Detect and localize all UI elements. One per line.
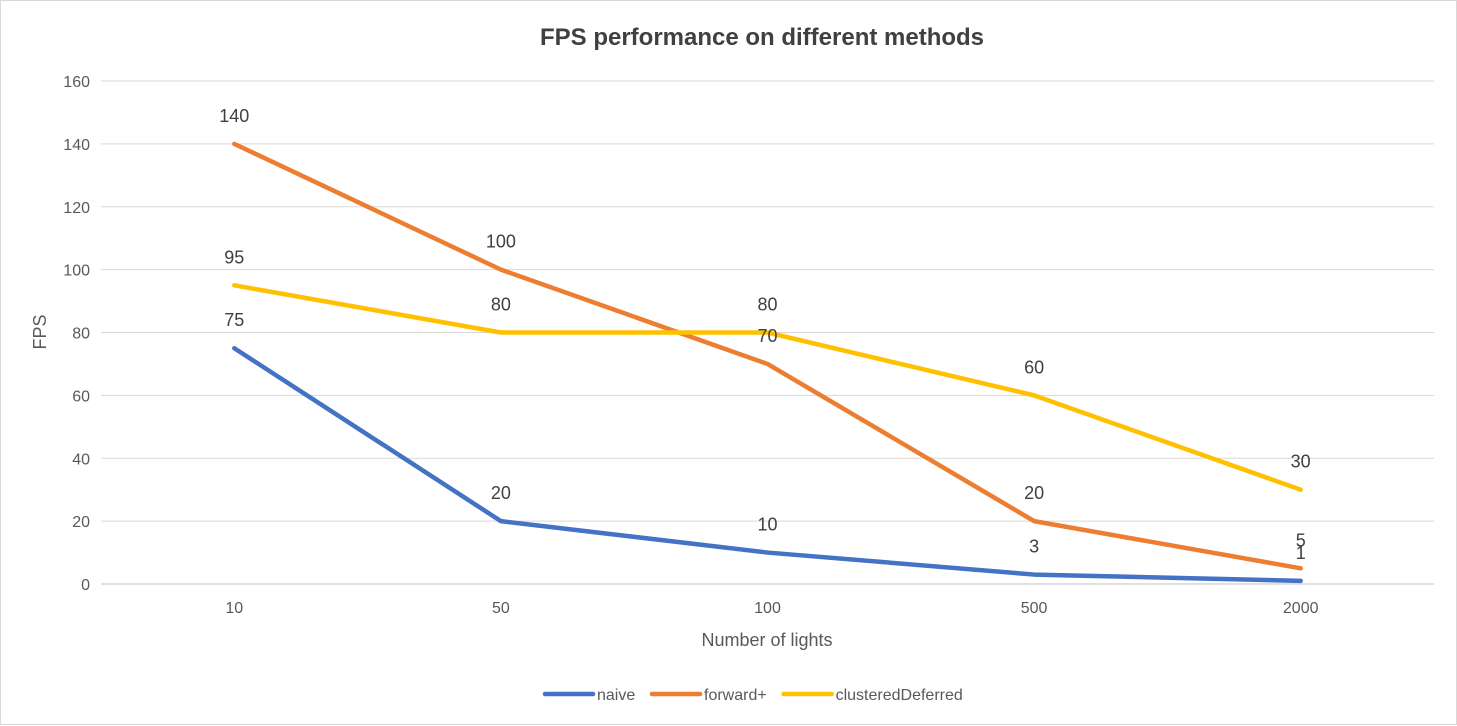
data-label: 20 xyxy=(1024,483,1044,503)
y-tick-label: 20 xyxy=(72,514,90,531)
series-line-clustereddeferred xyxy=(232,283,1303,492)
data-label: 30 xyxy=(1291,452,1311,472)
data-label: 60 xyxy=(1024,357,1044,377)
data-label: 100 xyxy=(486,232,516,252)
data-label: 10 xyxy=(757,515,777,535)
data-label: 140 xyxy=(219,106,249,126)
y-tick-label: 140 xyxy=(63,137,90,154)
x-axis-title: Number of lights xyxy=(701,630,832,650)
x-tick-label: 10 xyxy=(225,600,243,617)
data-label: 95 xyxy=(224,247,244,267)
data-label: 3 xyxy=(1029,537,1039,557)
data-label: 20 xyxy=(491,483,511,503)
legend: naive forward+ clusteredDeferred xyxy=(542,687,963,704)
series-lines xyxy=(232,141,1303,584)
legend-label: naive xyxy=(597,687,635,704)
x-tick-label: 100 xyxy=(754,600,781,617)
data-label: 75 xyxy=(224,310,244,330)
x-tick-label: 500 xyxy=(1021,600,1048,617)
y-axis-title: FPS xyxy=(30,314,50,349)
y-axis-ticks: 0 20 40 60 80 100 120 140 160 xyxy=(63,74,90,594)
y-tick-label: 60 xyxy=(72,388,90,405)
y-tick-label: 120 xyxy=(63,200,90,217)
series-line-naive xyxy=(232,345,1303,584)
y-tick-label: 0 xyxy=(81,577,90,594)
series-line-forward- xyxy=(232,141,1303,571)
legend-label: forward+ xyxy=(704,687,767,704)
data-label: 5 xyxy=(1296,530,1306,550)
data-label: 1 xyxy=(1296,543,1306,563)
y-tick-label: 100 xyxy=(63,263,90,280)
x-tick-label: 2000 xyxy=(1283,600,1319,617)
y-tick-label: 40 xyxy=(72,451,90,468)
x-tick-label: 50 xyxy=(492,600,510,617)
data-label: 80 xyxy=(491,295,511,315)
x-axis-ticks: 10 50 100 500 2000 xyxy=(225,600,1318,617)
legend-label: clusteredDeferred xyxy=(836,687,963,704)
data-label: 70 xyxy=(757,326,777,346)
y-tick-label: 80 xyxy=(72,326,90,343)
data-label: 80 xyxy=(757,295,777,315)
y-tick-label: 160 xyxy=(63,74,90,91)
data-labels: 75 20 10 3 1 140 100 70 20 5 95 80 80 60 30 xyxy=(219,106,1310,563)
chart-title: FPS performance on different methods xyxy=(540,24,984,51)
